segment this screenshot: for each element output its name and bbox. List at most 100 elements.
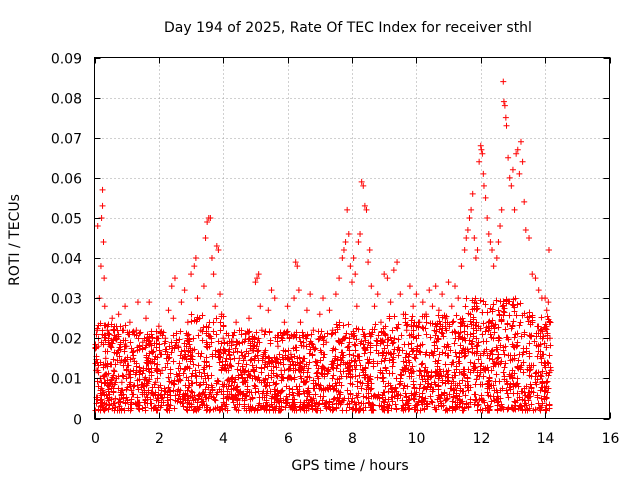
data-point (367, 349, 374, 356)
data-point (544, 313, 551, 320)
data-point (533, 369, 540, 376)
data-point (369, 326, 376, 333)
data-point (503, 122, 510, 129)
data-point (519, 312, 526, 319)
data-point (472, 381, 479, 388)
data-point (377, 319, 384, 326)
data-point (410, 347, 417, 354)
data-point (472, 322, 479, 329)
data-point (255, 388, 262, 395)
data-point (510, 296, 517, 303)
data-point (429, 386, 436, 393)
data-point (505, 154, 512, 161)
data-point (134, 394, 141, 401)
data-point (461, 335, 468, 342)
data-point (213, 243, 220, 250)
data-point (246, 328, 253, 335)
data-point (213, 315, 220, 322)
x-tick-label: 6 (284, 431, 293, 447)
data-point (225, 383, 232, 390)
data-point (368, 385, 375, 392)
data-point (503, 387, 510, 394)
data-point (297, 319, 304, 326)
data-point (210, 394, 217, 401)
data-point (171, 381, 178, 388)
data-point (170, 332, 177, 339)
data-point (511, 398, 518, 405)
data-point (106, 391, 113, 398)
data-point (514, 146, 521, 153)
data-point (443, 396, 450, 403)
data-point (409, 348, 416, 355)
data-point (462, 392, 469, 399)
data-point (546, 318, 553, 325)
data-point (199, 312, 206, 319)
data-point (415, 398, 422, 405)
data-point (356, 372, 363, 379)
data-point (200, 398, 207, 405)
data-point (385, 405, 392, 412)
data-point (368, 283, 375, 290)
data-point (148, 405, 155, 412)
data-point (320, 295, 327, 302)
data-point (511, 206, 518, 213)
data-point (251, 382, 258, 389)
data-point (488, 334, 495, 341)
data-point (482, 328, 489, 335)
data-point (489, 306, 496, 313)
data-point (178, 348, 185, 355)
data-point (504, 390, 511, 397)
data-point (251, 342, 258, 349)
data-point (405, 406, 412, 413)
data-point (517, 366, 524, 373)
data-point (231, 329, 238, 336)
data-point (189, 353, 196, 360)
data-point (492, 378, 499, 385)
data-point (264, 379, 271, 386)
y-axis-label: ROTI / TECUs (7, 194, 23, 286)
data-point (514, 363, 521, 370)
data-point (528, 401, 535, 408)
data-point (97, 399, 104, 406)
data-point (200, 379, 207, 386)
data-point (133, 360, 140, 367)
data-point (148, 331, 155, 338)
data-point (306, 391, 313, 398)
data-point (514, 397, 521, 404)
data-point (436, 326, 443, 333)
data-point (126, 319, 133, 326)
data-point (407, 367, 414, 374)
data-point (184, 319, 191, 326)
y-tick-label: 0.02 (51, 332, 82, 348)
data-point (357, 362, 364, 369)
data-point (502, 343, 509, 350)
data-point (342, 239, 349, 246)
data-point (394, 325, 401, 332)
data-point (199, 390, 206, 397)
data-point (405, 341, 412, 348)
data-point (99, 186, 106, 193)
data-point (400, 385, 407, 392)
data-point (490, 301, 497, 308)
data-point (493, 371, 500, 378)
data-point (535, 323, 542, 330)
data-point (361, 202, 368, 209)
data-point (266, 403, 273, 410)
data-point (375, 332, 382, 339)
data-point (155, 391, 162, 398)
data-point (340, 247, 347, 254)
data-point (115, 331, 122, 338)
data-point (319, 397, 326, 404)
data-point (397, 291, 404, 298)
data-point (547, 364, 554, 371)
data-point (476, 158, 483, 165)
data-point (300, 401, 307, 408)
data-point (398, 332, 405, 339)
data-point (528, 333, 535, 340)
data-point (372, 321, 379, 328)
data-point (116, 396, 123, 403)
data-point (477, 142, 484, 149)
data-point (333, 365, 340, 372)
data-point (154, 368, 161, 375)
